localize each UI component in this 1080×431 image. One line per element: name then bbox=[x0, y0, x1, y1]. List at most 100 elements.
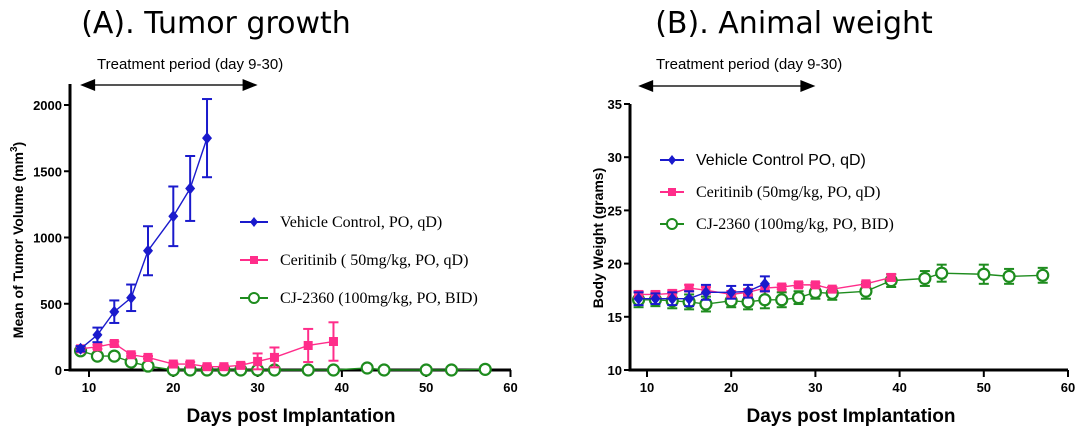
arrow-left-head-icon bbox=[638, 80, 654, 92]
data-point-diamond bbox=[700, 286, 711, 299]
y-tick-label: 25 bbox=[608, 203, 622, 218]
ylabel-panel-a-main: Mean of Tumor Volume (mm bbox=[10, 152, 26, 338]
x-tick-label: 50 bbox=[977, 380, 991, 395]
data-point-square bbox=[303, 340, 313, 350]
data-point-circle bbox=[478, 362, 492, 376]
arrow-left-head-icon bbox=[80, 79, 96, 91]
panel-b: 10 15 20 25 30 35 10 20 30 40 50 60 Vehicle Control … bbox=[608, 80, 1075, 395]
x-tick-label: 60 bbox=[503, 380, 517, 395]
data-point-circle bbox=[419, 363, 433, 377]
data-point-square bbox=[168, 359, 178, 369]
data-point-square bbox=[109, 339, 119, 348]
data-point-square bbox=[143, 352, 153, 362]
data-point-circle bbox=[918, 271, 932, 286]
title-panel-a: (A). Tumor growth bbox=[81, 6, 351, 41]
data-point-square bbox=[219, 362, 229, 372]
x-tick-label: 60 bbox=[1061, 380, 1075, 395]
data-point-circle bbox=[791, 291, 806, 305]
data-point-diamond bbox=[759, 277, 770, 290]
y-tick-label: 500 bbox=[40, 297, 62, 312]
data-point-circle bbox=[90, 349, 105, 363]
arrow-right-head-icon bbox=[242, 79, 258, 91]
data-point-circle bbox=[758, 293, 772, 307]
data-point-diamond bbox=[143, 244, 154, 257]
x-tick-label: 50 bbox=[419, 380, 433, 395]
data-point-circle bbox=[107, 349, 121, 363]
data-point-square bbox=[861, 279, 871, 289]
legend-marker-diamond-icon bbox=[668, 155, 676, 165]
x-tick-label: 30 bbox=[808, 380, 822, 395]
y-tick-label: 1500 bbox=[33, 164, 62, 179]
data-point-diamond bbox=[633, 292, 644, 305]
data-point-square bbox=[236, 360, 246, 370]
x-tick-label: 20 bbox=[724, 380, 738, 395]
data-point-circle bbox=[1002, 269, 1016, 283]
data-point-diamond bbox=[75, 342, 86, 355]
data-point-square bbox=[202, 362, 212, 372]
data-point-diamond bbox=[650, 292, 661, 305]
data-point-diamond bbox=[126, 291, 137, 304]
legend-marker-circle-icon bbox=[248, 292, 260, 304]
legend-label: CJ-2360 (100mg/kg, PO, BID) bbox=[696, 216, 894, 233]
arrow-right-head-icon bbox=[800, 80, 816, 92]
data-point-circle bbox=[141, 359, 155, 373]
x-tick-label: 40 bbox=[892, 380, 906, 395]
legend-marker-square-icon bbox=[250, 256, 258, 264]
legend-marker-square-icon bbox=[668, 188, 676, 196]
data-point-circle bbox=[377, 363, 391, 377]
data-point-circle bbox=[775, 293, 789, 307]
data-point-diamond bbox=[185, 182, 196, 195]
title-panel-b: (B). Animal weight bbox=[655, 6, 933, 41]
y-tick-label: 15 bbox=[608, 310, 622, 325]
data-point-square bbox=[92, 342, 102, 352]
legend-label: Vehicle Control, PO, qD) bbox=[280, 214, 442, 231]
data-point-diamond bbox=[743, 285, 754, 298]
data-point-square bbox=[886, 272, 896, 282]
x-tick-label: 20 bbox=[166, 380, 180, 395]
series-line-0 bbox=[80, 137, 208, 350]
x-tick-label: 30 bbox=[250, 380, 264, 395]
legend-label: Vehicle Control PO, qD) bbox=[696, 152, 866, 169]
xlabel-panel-a: Days post Implantation bbox=[186, 406, 395, 427]
annotation-panel-a: Treatment period (day 9-30) bbox=[97, 56, 283, 73]
y-tick-label: 20 bbox=[608, 257, 622, 272]
data-point-circle bbox=[444, 363, 459, 377]
y-tick-label: 0 bbox=[55, 363, 62, 378]
data-point-circle bbox=[977, 267, 991, 281]
data-point-square bbox=[794, 280, 804, 290]
y-tick-label: 10 bbox=[608, 363, 622, 378]
y-tick-label: 1000 bbox=[33, 231, 62, 246]
ylabel-panel-b: Body Weight (grams) bbox=[590, 168, 606, 309]
legend-label: Ceritinib ( 50mg/kg, PO, qD) bbox=[280, 252, 468, 269]
data-point-square bbox=[269, 352, 279, 362]
x-tick-label: 10 bbox=[640, 380, 654, 395]
legend-label: CJ-2360 (100mg/kg, PO, BID) bbox=[280, 290, 478, 307]
legend-marker-diamond-icon bbox=[250, 217, 258, 227]
y-tick-label: 2000 bbox=[33, 98, 62, 113]
annotation-panel-b: Treatment period (day 9-30) bbox=[656, 56, 842, 73]
data-point-diamond bbox=[667, 292, 678, 305]
ylabel-panel-a: Mean of Tumor Volume (mm3) bbox=[9, 142, 26, 338]
data-point-circle bbox=[326, 363, 341, 377]
data-point-diamond bbox=[109, 305, 120, 318]
legend-label: Ceritinib (50mg/kg, PO, qD) bbox=[696, 184, 880, 201]
y-tick-label: 30 bbox=[608, 150, 622, 165]
ylabel-panel-a-end: ) bbox=[10, 142, 26, 147]
data-point-circle bbox=[360, 361, 374, 375]
y-tick-label: 35 bbox=[608, 97, 622, 112]
data-point-circle bbox=[301, 363, 315, 377]
data-point-diamond bbox=[168, 210, 179, 223]
data-point-diamond bbox=[92, 328, 103, 341]
data-point-square bbox=[684, 283, 694, 293]
data-point-square bbox=[185, 359, 195, 369]
legend-marker-circle-icon bbox=[666, 218, 678, 230]
x-tick-label: 10 bbox=[82, 380, 96, 395]
ylabel-panel-a-sup: 3 bbox=[9, 146, 20, 152]
data-point-circle bbox=[935, 266, 949, 280]
panel-a: 0 500 1000 1500 2000 10 20 30 40 50 60 Vehicle Cont… bbox=[33, 79, 518, 395]
xlabel-panel-b: Days post Implantation bbox=[746, 406, 955, 427]
data-point-diamond bbox=[726, 286, 737, 299]
data-point-circle bbox=[1036, 268, 1050, 282]
x-tick-label: 40 bbox=[335, 380, 349, 395]
